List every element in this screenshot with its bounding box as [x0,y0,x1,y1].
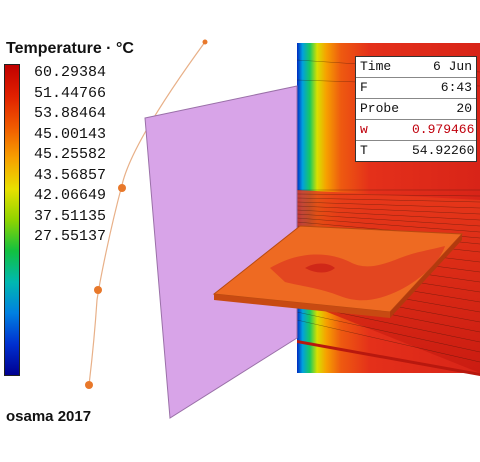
legend-label: 60.29384 [34,64,107,81]
probe-row-f: F 6:43 [356,78,476,99]
probe-row-value: 54.92260 [412,143,475,158]
probe-row-time: Time 6 Jun [356,57,476,78]
heated-slab [212,225,464,318]
probe-row-key: Probe [360,101,400,116]
probe-trace-line [88,41,206,386]
author-credit: osama 2017 [6,408,92,425]
legend-label: 43.56857 [34,166,107,184]
probe-row-w: w 0.979466 [356,120,476,141]
legend-label: 53.88464 [34,105,107,122]
legend-color-bar [4,64,20,376]
section-plane [144,85,298,419]
probe-row-key: T [360,143,368,158]
probe-row-key: Time [360,59,392,74]
probe-dot [118,184,126,192]
legend-label: 45.00143 [34,125,107,143]
probe-row-value: 6:43 [440,80,472,95]
legend-labels: 60.29384 51.44766 53.88464 45.00143 45.25582… [34,63,106,248]
legend-label: 37.51135 [34,207,107,225]
probe-row-key: F [360,80,368,95]
probe-row-value: 6 Jun [432,59,472,74]
probe-dot [94,286,102,294]
probe-readout-panel: Time 6 Jun F 6:43 Probe 20 w 0.979466 T 54.92260 [355,56,477,162]
probe-row-t: T 54.92260 [356,141,476,161]
legend-title: Temperature · °C [6,40,134,57]
probe-row-probe: Probe 20 [356,99,476,120]
probe-dot [85,381,93,389]
legend-label: 45.25582 [34,146,107,163]
legend-label: 27.55137 [34,228,107,245]
probe-dot [202,39,208,45]
probe-row-key: w [360,122,368,137]
probe-row-value: 0.979466 [412,122,475,137]
legend-label: 42.06649 [34,187,107,204]
probe-row-value: 20 [456,101,472,116]
wall-base [297,340,480,376]
legend-label: 51.44766 [34,84,107,102]
